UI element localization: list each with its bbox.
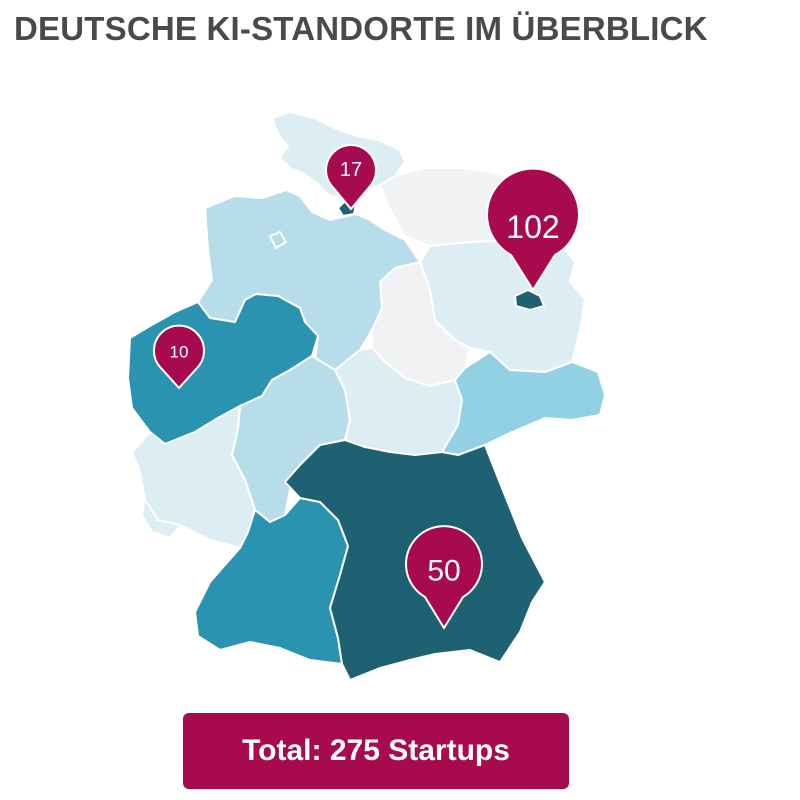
state-saarland[interactable] [141,499,181,539]
pin-nrw[interactable]: 10 [153,324,205,390]
total-startups-button[interactable]: Total: 275 Startups [183,713,569,789]
map-pin-icon [405,525,483,630]
pin-bayern-count: 50 [427,555,460,588]
pin-berlin[interactable]: 102 [486,167,580,292]
map-pin-icon [325,144,377,211]
state-bremen[interactable] [269,231,287,249]
state-sachsen[interactable] [441,351,606,456]
pin-nrw-count: 10 [170,343,189,362]
map-pin-icon [486,167,580,292]
page-title: DEUTSCHE KI-STANDORTE IM ÜBERBLICK [14,10,708,47]
pin-bayern[interactable]: 50 [405,525,483,630]
map-pin-icon [153,324,205,390]
pin-hamburg-count: 17 [340,159,362,181]
pin-hamburg[interactable]: 17 [325,144,377,211]
pin-berlin-count: 102 [506,209,559,245]
state-berlin[interactable] [514,289,545,311]
